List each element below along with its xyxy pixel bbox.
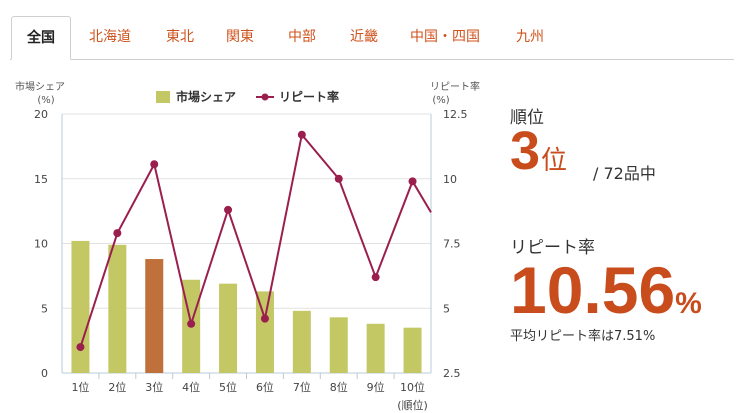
left-axis-unit: (%): [37, 95, 54, 106]
x-axis-unit-label: (順位): [397, 398, 428, 412]
market-share-bar: [219, 283, 238, 373]
x-axis-tick-label: 9位: [367, 380, 385, 394]
repeat-rate-point: [371, 273, 380, 282]
tab-chugoku-shikoku[interactable]: 中国・四国: [410, 29, 480, 45]
x-axis-tick-label: 1位: [71, 380, 89, 394]
right-axis-title: リピート率: [430, 80, 480, 93]
rank-title: 順位: [510, 108, 544, 128]
legend-label-market-share: 市場シェア: [176, 89, 236, 104]
repeat-rate-number: 10.56: [510, 253, 676, 327]
market-share-bar: [108, 244, 127, 373]
repeat-rate-point: [297, 130, 306, 139]
x-axis-tick-label: 7位: [293, 380, 311, 394]
tab-kinki[interactable]: 近畿: [350, 29, 378, 45]
tab-chubu[interactable]: 中部: [288, 29, 316, 45]
right-axis-tick-label: 2.5: [443, 367, 461, 380]
repeat-rate-value: 10.56%: [510, 250, 702, 344]
market-share-bar: [403, 327, 422, 373]
market-share-bar: [255, 291, 274, 373]
legend-label-repeat-rate: リピート率: [279, 89, 339, 104]
right-axis-tick-label: 10: [443, 173, 457, 186]
average-repeat-rate: 平均リピート率は7.51%: [510, 329, 656, 344]
legend-marker-repeat-rate: [261, 93, 269, 101]
right-axis-tick-label: 5: [443, 302, 450, 315]
rank-number: 3: [510, 121, 542, 181]
repeat-rate-title: リピート率: [510, 238, 595, 258]
repeat-rate-line: [79, 132, 432, 348]
market-share-bar: [329, 317, 348, 373]
x-axis-tick-label: 2位: [108, 380, 126, 394]
tab-tohoku[interactable]: 東北: [166, 29, 194, 45]
repeat-rate-point: [260, 314, 269, 323]
x-axis-tick-label: 4位: [182, 380, 200, 394]
left-axis-tick-label: 5: [41, 302, 48, 315]
left-axis-tick-label: 15: [34, 173, 48, 186]
repeat-rate-point: [113, 229, 122, 238]
legend-swatch-market-share: [156, 91, 170, 103]
repeat-rate-point: [224, 205, 233, 214]
rank-unit: 位: [541, 145, 569, 175]
x-axis-tick-label: 8位: [330, 380, 348, 394]
repeat-rate-unit: %: [675, 287, 702, 320]
left-axis-tick-label: 10: [34, 238, 48, 251]
region-tab-bar: 全国 北海道 東北 関東 中部 近畿 中国・四国 九州: [0, 0, 746, 60]
right-axis-tick-label: 12.5: [443, 108, 468, 121]
rank-value: 3位: [510, 120, 568, 182]
x-axis-tick-label: 6位: [256, 380, 274, 394]
repeat-rate-point: [334, 174, 343, 183]
repeat-rate-point: [408, 177, 417, 186]
x-axis-tick-label: 3位: [145, 380, 163, 394]
repeat-rate-point: [150, 160, 159, 169]
x-axis-tick-label: 5位: [219, 380, 237, 394]
left-axis-title: 市場シェア: [15, 80, 65, 93]
right-axis-tick-label: 7.5: [443, 238, 461, 251]
tab-hokkaido[interactable]: 北海道: [89, 29, 131, 45]
market-share-bar: [145, 259, 164, 373]
market-share-bar: [366, 323, 385, 373]
tab-kyushu[interactable]: 九州: [516, 29, 544, 45]
right-axis-unit: (%): [432, 95, 449, 106]
left-axis-tick-label: 0: [41, 367, 48, 380]
rank-total: / 72品中: [593, 164, 656, 183]
repeat-rate-point: [187, 319, 196, 328]
tab-kanto[interactable]: 関東: [226, 29, 254, 45]
x-axis-tick-label: 10位: [400, 380, 425, 394]
market-share-bar: [292, 310, 311, 373]
repeat-rate-point: [76, 343, 85, 352]
ranking-chart: 0 5 10 15 20 2.5 5 7.5 10 12.5 1位 2位 3位 4位 5位 6位 7位 8位 9位 1…: [15, 80, 480, 412]
tab-underline: [10, 59, 734, 60]
left-axis-tick-label: 20: [34, 108, 48, 121]
tab-national[interactable]: 全国: [11, 16, 71, 60]
market-share-bar: [71, 240, 90, 373]
